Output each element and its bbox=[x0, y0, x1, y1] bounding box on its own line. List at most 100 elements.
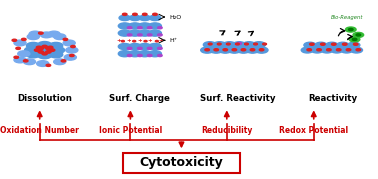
Circle shape bbox=[50, 49, 55, 51]
Circle shape bbox=[243, 42, 256, 48]
Circle shape bbox=[14, 56, 19, 58]
Circle shape bbox=[219, 47, 232, 53]
Circle shape bbox=[127, 34, 132, 36]
Circle shape bbox=[127, 47, 132, 49]
Circle shape bbox=[38, 47, 43, 50]
Circle shape bbox=[255, 47, 268, 53]
Circle shape bbox=[138, 23, 151, 29]
Circle shape bbox=[133, 13, 137, 15]
Circle shape bbox=[149, 23, 161, 29]
Circle shape bbox=[356, 34, 361, 36]
Text: Reactivity: Reactivity bbox=[308, 94, 357, 103]
Circle shape bbox=[138, 27, 142, 29]
Circle shape bbox=[39, 32, 43, 34]
Text: Dissolution: Dissolution bbox=[17, 94, 72, 103]
Circle shape bbox=[61, 60, 66, 62]
Circle shape bbox=[48, 31, 60, 37]
Text: +: + bbox=[117, 38, 121, 43]
Circle shape bbox=[149, 51, 161, 57]
Circle shape bbox=[337, 42, 349, 48]
Circle shape bbox=[51, 47, 65, 53]
Text: H⁺: H⁺ bbox=[169, 38, 177, 43]
Circle shape bbox=[47, 44, 61, 51]
Circle shape bbox=[46, 64, 51, 66]
Circle shape bbox=[214, 49, 218, 51]
Circle shape bbox=[38, 42, 51, 48]
Circle shape bbox=[26, 42, 40, 49]
Text: +: + bbox=[158, 38, 163, 43]
Circle shape bbox=[36, 46, 42, 49]
Circle shape bbox=[138, 47, 142, 49]
Circle shape bbox=[71, 45, 75, 48]
Circle shape bbox=[250, 49, 255, 51]
Circle shape bbox=[147, 47, 152, 49]
Circle shape bbox=[158, 27, 162, 29]
Circle shape bbox=[149, 15, 161, 21]
Circle shape bbox=[143, 13, 147, 15]
Circle shape bbox=[118, 23, 131, 29]
Circle shape bbox=[138, 30, 151, 36]
Circle shape bbox=[12, 39, 17, 41]
Circle shape bbox=[326, 42, 338, 48]
Circle shape bbox=[158, 34, 162, 36]
Circle shape bbox=[356, 49, 361, 51]
Circle shape bbox=[118, 30, 131, 36]
Circle shape bbox=[223, 42, 236, 48]
Circle shape bbox=[149, 30, 161, 36]
FancyBboxPatch shape bbox=[123, 153, 240, 173]
Circle shape bbox=[129, 51, 141, 57]
Circle shape bbox=[311, 47, 323, 53]
Text: Bio-Reagent: Bio-Reagent bbox=[331, 14, 363, 20]
Text: Cytotoxicity: Cytotoxicity bbox=[139, 156, 223, 169]
Circle shape bbox=[138, 34, 142, 36]
Circle shape bbox=[49, 42, 63, 49]
Circle shape bbox=[327, 49, 331, 51]
Circle shape bbox=[348, 42, 360, 48]
Text: Redox Potential: Redox Potential bbox=[279, 126, 348, 135]
Circle shape bbox=[259, 49, 264, 51]
Circle shape bbox=[254, 43, 257, 45]
Circle shape bbox=[28, 50, 42, 56]
Circle shape bbox=[47, 50, 61, 56]
Text: +: + bbox=[138, 38, 142, 43]
Circle shape bbox=[228, 47, 241, 53]
Text: Oxidation Number: Oxidation Number bbox=[0, 126, 79, 135]
Circle shape bbox=[129, 15, 141, 21]
Circle shape bbox=[304, 42, 316, 48]
Text: +: + bbox=[147, 38, 152, 43]
Circle shape bbox=[29, 31, 41, 37]
Circle shape bbox=[46, 47, 51, 50]
Circle shape bbox=[129, 43, 141, 50]
Circle shape bbox=[317, 49, 321, 51]
Circle shape bbox=[235, 43, 239, 45]
Circle shape bbox=[23, 59, 36, 65]
Circle shape bbox=[345, 27, 356, 32]
Circle shape bbox=[353, 43, 358, 45]
Circle shape bbox=[49, 51, 63, 58]
Text: +: + bbox=[126, 38, 131, 43]
Circle shape bbox=[223, 49, 228, 51]
Circle shape bbox=[144, 40, 147, 42]
Circle shape bbox=[129, 30, 141, 36]
Circle shape bbox=[43, 47, 57, 53]
Circle shape bbox=[208, 43, 212, 45]
Circle shape bbox=[331, 47, 343, 53]
Circle shape bbox=[307, 49, 311, 51]
Text: Surf. Charge: Surf. Charge bbox=[109, 94, 170, 103]
Circle shape bbox=[46, 51, 51, 53]
Circle shape bbox=[147, 34, 152, 36]
Circle shape bbox=[237, 47, 250, 53]
Circle shape bbox=[205, 49, 209, 51]
Circle shape bbox=[63, 40, 75, 46]
Circle shape bbox=[233, 42, 246, 48]
Circle shape bbox=[64, 54, 76, 60]
Circle shape bbox=[54, 59, 66, 65]
Circle shape bbox=[342, 43, 347, 45]
Circle shape bbox=[210, 47, 223, 53]
Circle shape bbox=[38, 52, 51, 59]
Circle shape bbox=[353, 32, 364, 37]
Circle shape bbox=[213, 42, 226, 48]
Text: H₂O: H₂O bbox=[169, 14, 181, 20]
Circle shape bbox=[301, 47, 313, 53]
Circle shape bbox=[158, 54, 162, 57]
